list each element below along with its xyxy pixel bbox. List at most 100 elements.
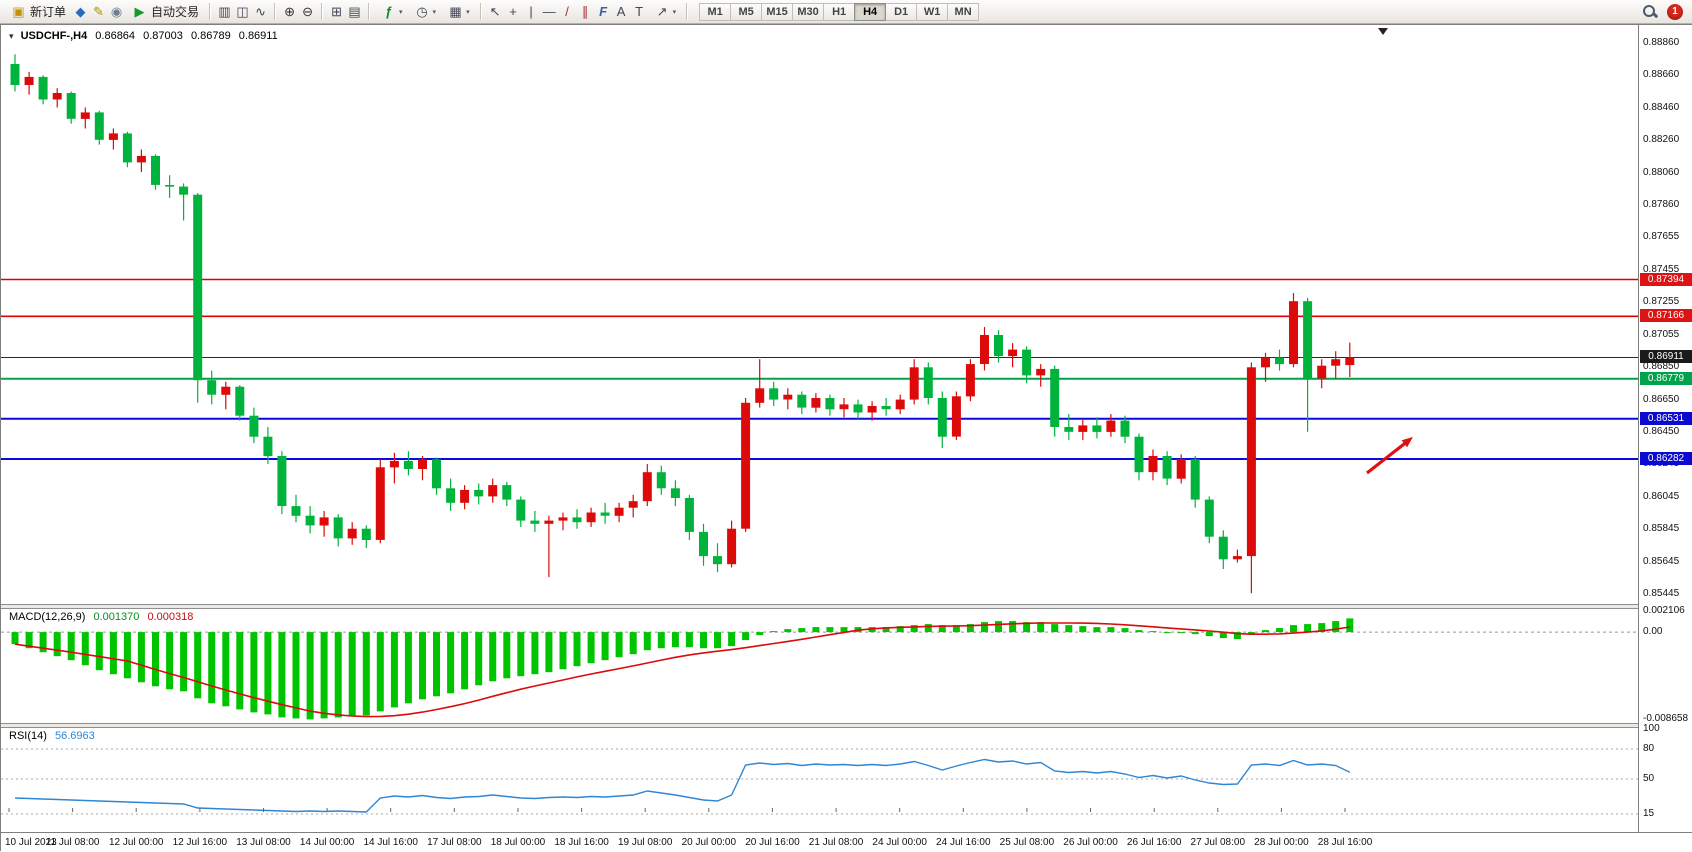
time-axis-label: 14 Jul 00:00: [299, 837, 355, 848]
shapes-icon: ↗: [656, 4, 668, 19]
price-axis-label: 0.87255: [1643, 296, 1680, 308]
price-axis-label: 0.87655: [1643, 231, 1680, 243]
time-axis-label: 10 Jul 2023: [5, 837, 57, 848]
zoom-out-icon[interactable]: ⊖: [302, 4, 313, 19]
rsi-value: 56.6963: [54, 730, 95, 742]
ohlc-open: 0.86864: [95, 30, 136, 42]
channel-icon[interactable]: ∥: [581, 4, 589, 19]
time-axis-label: 24 Jul 00:00: [872, 837, 927, 848]
price-axis-label: 0.88060: [1643, 166, 1680, 178]
tile-windows-icon[interactable]: ⊞: [331, 4, 342, 19]
timeframe-m1[interactable]: M1: [699, 2, 732, 21]
macd-histogram: [11, 618, 1354, 720]
toolbar-separator: [368, 3, 371, 20]
crosshair-icon[interactable]: +: [509, 4, 517, 19]
price-axis-label: 0.86650: [1643, 393, 1680, 405]
history-icon[interactable]: ◉: [110, 4, 123, 19]
timeframe-h4[interactable]: H4: [854, 2, 887, 21]
collapse-icon[interactable]: ▾: [9, 31, 14, 41]
price-axis-label: 0.85845: [1643, 523, 1680, 535]
toolbar-separator: [209, 3, 212, 20]
timeframe-h1[interactable]: H1: [823, 2, 856, 21]
rsi-axis-label: 80: [1643, 743, 1655, 754]
time-axis-label: 21 Jul 08:00: [808, 837, 864, 848]
line-chart-icon[interactable]: ∿: [255, 4, 266, 19]
timeframe-m5[interactable]: M5: [730, 2, 763, 21]
search-icon[interactable]: [1641, 3, 1658, 20]
timeframe-d1[interactable]: D1: [885, 2, 918, 21]
ohlc-low: 0.86789: [190, 30, 231, 42]
toolbar-separator: [686, 3, 689, 20]
time-axis-label: 20 Jul 16:00: [745, 837, 800, 848]
time-axis-label: 18 Jul 00:00: [490, 837, 546, 848]
price-level-badge: 0.86282: [1640, 451, 1692, 465]
vertical-line-icon[interactable]: |: [529, 4, 533, 19]
periods-button[interactable]: ◷ ▾: [409, 1, 442, 23]
new-order-button[interactable]: ▣ 新订单: [5, 1, 71, 23]
autotrading-label: 自动交易: [151, 5, 200, 19]
chart-surface[interactable]: [1, 25, 1638, 852]
pane-splitter[interactable]: [1, 723, 1692, 728]
cursor-icon[interactable]: ↖: [489, 4, 501, 19]
time-axis-label: 28 Jul 00:00: [1254, 837, 1309, 848]
new-order-label: 新订单: [30, 5, 67, 19]
price-axis-label: 0.85645: [1643, 555, 1680, 567]
time-axis-label: 17 Jul 08:00: [427, 837, 482, 848]
fibonacci-icon[interactable]: F: [599, 4, 608, 19]
price-axis-label: 0.87055: [1643, 328, 1680, 340]
notification-badge[interactable]: 1: [1667, 3, 1683, 20]
time-axis-label: 24 Jul 16:00: [936, 837, 991, 848]
trend-arrow-annotation[interactable]: [1366, 437, 1413, 475]
candlestick-icon[interactable]: ◫: [236, 4, 249, 19]
shapes-button[interactable]: ↗ ▾: [649, 1, 682, 23]
timeframe-w1[interactable]: W1: [916, 2, 949, 21]
templates-icon: ▦: [449, 4, 462, 19]
timeframe-mn[interactable]: MN: [947, 2, 980, 21]
price-axis-label: 0.88460: [1643, 101, 1680, 113]
autotrading-icon: ▶: [134, 4, 145, 19]
autotrading-button[interactable]: ▶ 自动交易: [126, 1, 204, 23]
horizontal-line-icon[interactable]: —: [542, 4, 556, 19]
macd-header: MACD(12,26,9) 0.001370 0.000318: [9, 611, 193, 623]
price-axis-label: 0.88660: [1643, 69, 1680, 81]
price-scale[interactable]: 0.88860 0.88660 0.88460 0.88260 0.88060 0.878…: [1638, 25, 1692, 852]
timeframe-m30[interactable]: M30: [792, 2, 825, 21]
toolbar-separator: [274, 3, 277, 20]
time-axis-label: 26 Jul 16:00: [1126, 837, 1182, 848]
price-axis-label: 0.87860: [1643, 199, 1680, 211]
templates-button[interactable]: ▦ ▾: [442, 1, 475, 23]
time-axis-label: 13 Jul 08:00: [236, 837, 291, 848]
time-axis-label: 26 Jul 00:00: [1063, 837, 1118, 848]
timeframe-group: M1 M5 M15 M30 H1 H4 D1 W1 MN: [699, 2, 980, 21]
trendline-icon[interactable]: /: [565, 4, 569, 19]
price-axis-label: 0.88860: [1643, 37, 1680, 48]
label-icon[interactable]: T: [635, 4, 644, 19]
new-order-icon: ▣: [12, 4, 25, 19]
price-axis-label: 0.86045: [1643, 490, 1680, 502]
chevron-down-icon: ▾: [672, 8, 677, 16]
toolbar: ▣ 新订单 ◆ ✎ ◉ ▶ 自动交易 ▥ ◫ ∿ ⊕ ⊖ ⊞ ▤ ƒ ▾ ◷ ▾…: [0, 0, 1692, 24]
time-axis-label: 11 Jul 08:00: [45, 837, 100, 848]
macd-title: MACD(12,26,9): [9, 611, 86, 623]
periods-icon: ◷: [416, 4, 428, 19]
macd-axis-label: -0.008658: [1643, 713, 1689, 724]
price-axis-label: 0.85445: [1643, 588, 1680, 599]
price-level-badge: 0.86779: [1640, 371, 1692, 385]
candlestick-series: [10, 54, 1355, 594]
terminal-icon[interactable]: ◆: [75, 4, 86, 19]
metaeditor-icon[interactable]: ✎: [93, 4, 104, 19]
price-axis-label: 0.87455: [1643, 263, 1680, 275]
text-icon[interactable]: A: [616, 4, 626, 19]
bar-chart-icon[interactable]: ▥: [218, 4, 231, 19]
timeframe-m15[interactable]: M15: [761, 2, 794, 21]
pane-splitter[interactable]: [1, 604, 1692, 609]
time-axis[interactable]: 10 Jul 2023 11 Jul 08:00 12 Jul 00:00 12 Ju…: [1, 832, 1692, 852]
chevron-down-icon: ▾: [432, 8, 437, 16]
cascade-icon[interactable]: ▤: [348, 4, 361, 19]
zoom-in-icon[interactable]: ⊕: [284, 4, 295, 19]
price-level-badge: 0.87166: [1640, 309, 1692, 323]
time-axis-label: 12 Jul 16:00: [172, 837, 228, 848]
indicators-button[interactable]: ƒ ▾: [375, 1, 408, 23]
price-axis-label: 0.86850: [1643, 361, 1680, 373]
scroll-position-marker: [1378, 28, 1388, 35]
